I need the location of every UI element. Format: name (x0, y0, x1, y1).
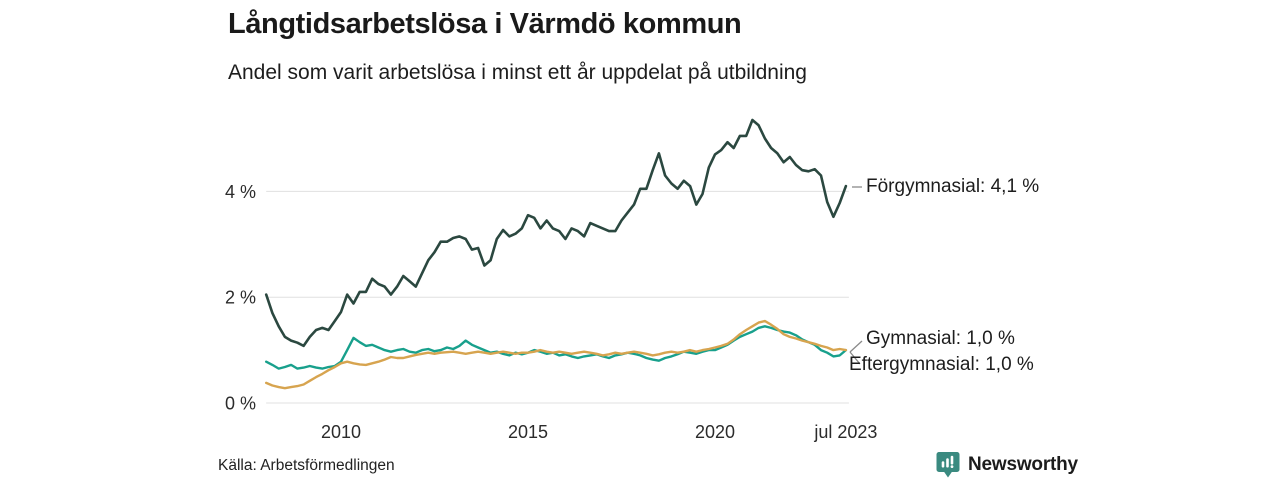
brand-logo: Newsworthy (936, 451, 1078, 479)
x-tick-label: 2010 (321, 422, 361, 442)
series-line-förgymnasial (264, 118, 848, 348)
series-lines (264, 118, 848, 390)
logo-exclamation-dot (950, 465, 954, 468)
brand-name: Newsworthy (968, 454, 1078, 475)
connector-gymnasial (849, 340, 863, 353)
series-end-label-gymnasial: Gymnasial: 1,0 % (866, 328, 1015, 349)
x-tick-label: jul 2023 (813, 422, 877, 442)
label-connectors (849, 186, 863, 365)
y-tick-label: 2 % (225, 288, 256, 308)
source-note: Källa: Arbetsförmedlingen (218, 457, 395, 474)
newsworthy-icon (936, 452, 960, 478)
logo-bar-chart (941, 455, 954, 468)
x-tick-label: 2020 (695, 422, 735, 442)
chart-subtitle: Andel som varit arbetslösa i minst ett å… (228, 61, 807, 84)
y-tick-label: 0 % (225, 394, 256, 414)
y-tick-label: 4 % (225, 182, 256, 202)
series-end-label-forgymnasial: Förgymnasial: 4,1 % (866, 176, 1040, 197)
x-tick-label: 2015 (508, 422, 548, 442)
connector-eftergymnasial (849, 351, 861, 365)
series-line-eftergymnasial (265, 319, 848, 390)
axis-tick-labels: 0 % 2 % 4 % 2010 2015 2020 jul 2023 (225, 182, 877, 442)
series-end-label-eftergymnasial: Eftergymnasial: 1,0 % (849, 354, 1034, 375)
series-line-gymnasial (265, 325, 848, 370)
gridlines (266, 190, 849, 404)
page-title: Långtidsarbetslösa i Värmdö kommun (228, 8, 742, 40)
